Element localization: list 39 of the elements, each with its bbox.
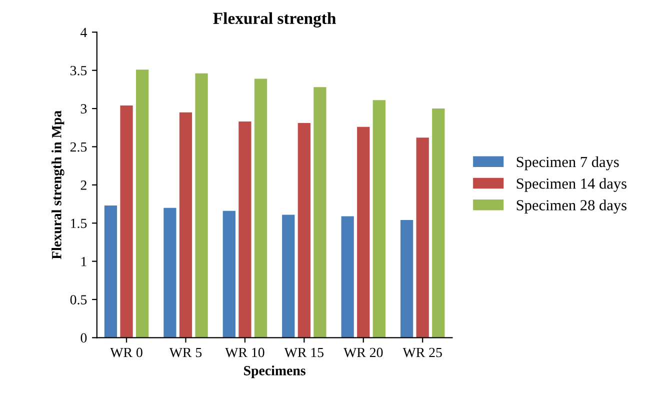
bar: [222, 210, 236, 338]
y-tick-label: 3: [80, 104, 87, 114]
x-tick-label: WR 25: [402, 348, 442, 358]
y-tick-label: 1: [81, 256, 86, 266]
bar: [136, 70, 149, 338]
legend-label: Specimen 7 days: [516, 156, 619, 170]
x-tick-label: WR 20: [344, 348, 383, 358]
y-tick-label: 1.5: [71, 218, 87, 228]
y-tick-label: 4: [80, 28, 87, 37]
y-tick-label: 2.5: [70, 142, 87, 152]
bar: [357, 126, 370, 338]
legend-label: Specimen 14 days: [516, 178, 626, 192]
x-tick-label: WR 10: [225, 348, 264, 358]
bar: [254, 78, 268, 338]
x-axis-title: Specimens: [244, 366, 306, 378]
bar: [164, 208, 176, 338]
bar: [416, 138, 429, 338]
legend-label: Specimen 28 days: [516, 200, 626, 214]
x-tick-label: WR 15: [284, 348, 324, 358]
y-tick-label: 0: [80, 333, 87, 343]
bar: [341, 216, 354, 338]
x-tick-label: WR 5: [169, 348, 202, 358]
y-tick-label: 0.5: [70, 295, 87, 305]
bar: [104, 206, 118, 338]
x-tick-label: WR 0: [110, 348, 142, 358]
chart-title: Flexural strength: [213, 12, 336, 28]
y-tick-label: 3.5: [70, 66, 87, 76]
bar: [282, 214, 295, 338]
bar: [238, 122, 252, 338]
bar: [400, 220, 414, 338]
bar: [179, 112, 192, 338]
bar: [314, 87, 326, 338]
bar: [372, 100, 386, 338]
bar: [120, 105, 133, 338]
bar: [298, 123, 310, 338]
bar: [195, 73, 208, 338]
y-tick-label: 2: [80, 180, 86, 190]
bar: [432, 108, 445, 338]
y-axis-title: Flexural strength in Mpa: [52, 110, 64, 260]
